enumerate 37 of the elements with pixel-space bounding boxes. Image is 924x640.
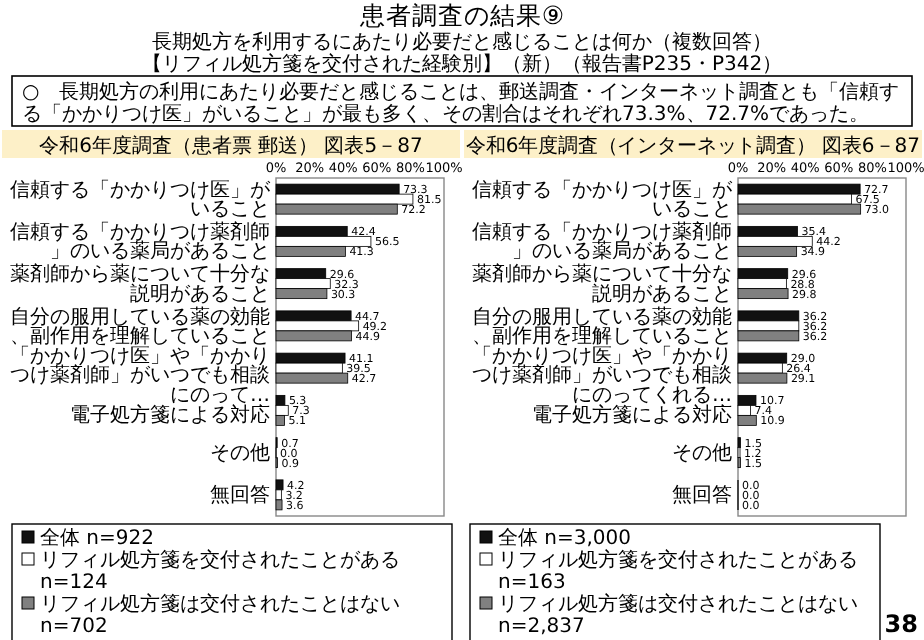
chart-subtitle: 図表5－87: [324, 134, 423, 158]
chart-subtitle: 図表6－87: [821, 134, 921, 158]
bar: [737, 352, 788, 364]
legend-label: 全体 n=922: [40, 526, 154, 550]
legend-label: 全体 n=3,000: [498, 526, 632, 550]
chart-title: 令和6年度調査（インターネット調査）: [465, 134, 816, 158]
y-tick-label: 自分の服用している薬の効能、副作用を理解していること: [10, 304, 270, 348]
bar: [737, 268, 789, 280]
y-tick-label: 電子処方箋による対応: [70, 403, 270, 428]
text: 【リフィル処方箋を交付された経験別】（新）（報告書P235・P342）: [141, 52, 783, 76]
y-tick-label: 信頼する「かかりつけ薬剤師」のいる薬局があること: [472, 220, 732, 264]
chart-title: 令和6年度調査（患者票 郵送）: [39, 134, 319, 158]
bar: [737, 310, 800, 322]
y-tick-label: 「かかりつけ医」や「かかりつけ薬剤師」がいつでも相談にのってくれる…: [472, 344, 732, 407]
y-tick-label: 無回答: [210, 483, 270, 508]
y-tick-label: 薬剤師から薬について十分な説明があること: [472, 262, 732, 306]
bar: [737, 183, 861, 195]
text: 38: [884, 610, 918, 638]
bar: [275, 479, 284, 491]
y-tick-label: 信頼する「かかりつけ薬剤師」のいる薬局があること: [10, 220, 270, 264]
legend-label: リフィル処方箋は交付されたことはない n=702: [40, 592, 400, 638]
y-tick-label: 自分の服用している薬の効能、副作用を理解していること: [472, 304, 732, 348]
bar: [275, 352, 346, 364]
legend-label: リフィル処方箋を交付されたことがある n=124: [40, 548, 400, 594]
y-tick-label: その他: [672, 441, 732, 466]
text: 患者調査の結果⑨: [357, 0, 565, 30]
text: 長期処方を利用するにあたり必要だと感じることは何か（複数回答）: [152, 30, 772, 54]
y-tick-label: その他: [210, 441, 270, 466]
legend-label: リフィル処方箋は交付されたことはない n=2,837: [498, 592, 858, 638]
y-tick-label: 信頼する「かかりつけ医」がいること: [10, 177, 272, 222]
legend-label: リフィル処方箋を交付されたことがある n=163: [498, 548, 858, 594]
y-tick-label: 信頼する「かかりつけ医」がいること: [472, 177, 734, 222]
y-tick-label: 無回答: [672, 483, 732, 508]
y-tick-label: 「かかりつけ医」や「かかりつけ薬剤師」がいつでも相談にのって…: [10, 344, 270, 407]
y-tick-label: 薬剤師から薬について十分な説明があること: [10, 262, 270, 306]
y-tick-label: 電子処方箋による対応: [532, 403, 732, 428]
text: ○ 長期処方の利用にあたり必要だと感じることは、郵送調査・インターネット調査とも「信頼する「かかりつけ医」がいること」が最も多く、その割合はそれぞれ73.3%、72.7%であった。: [22, 80, 900, 126]
